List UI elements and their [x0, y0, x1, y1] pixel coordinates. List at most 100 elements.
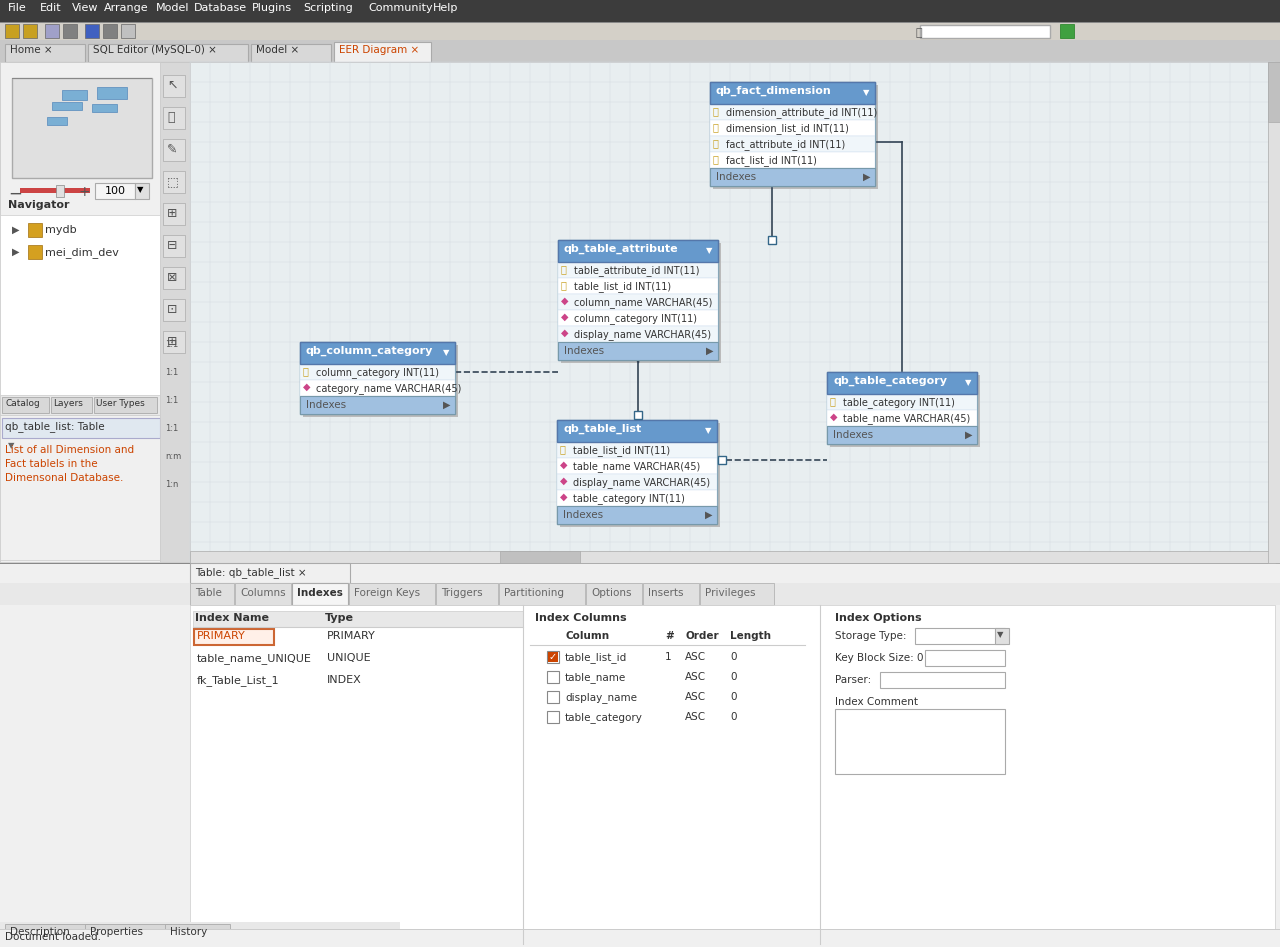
Bar [561, 243, 721, 363]
Text: 🔑: 🔑 [713, 122, 719, 132]
Bar [0, 415, 160, 560]
Text: 1:1: 1:1 [165, 368, 178, 377]
Bar [500, 551, 580, 563]
Bar [557, 506, 717, 524]
Text: column_category INT(11): column_category INT(11) [573, 313, 698, 324]
Bar [915, 628, 1005, 644]
Bar [5, 924, 99, 942]
Text: 🔑: 🔑 [713, 106, 719, 116]
Bar [634, 411, 643, 419]
Text: 🔑: 🔑 [713, 154, 719, 164]
Bar [827, 372, 977, 444]
Text: ▼: ▼ [997, 630, 1004, 639]
Text: table_list_id: table_list_id [564, 652, 627, 663]
Text: Navigator: Navigator [8, 200, 69, 210]
Bar [189, 605, 1275, 944]
Text: ⬚: ⬚ [166, 175, 179, 188]
Text: 0: 0 [730, 672, 736, 682]
Bar [0, 922, 399, 944]
Bar [163, 331, 186, 353]
Text: ▶: ▶ [12, 225, 19, 235]
Bar [827, 410, 977, 426]
Bar [334, 42, 431, 62]
Bar [12, 78, 152, 178]
Bar [436, 583, 498, 605]
Text: qb_column_category: qb_column_category [306, 346, 434, 356]
Bar [643, 583, 699, 605]
Bar [558, 240, 718, 360]
Bar [558, 278, 718, 294]
Text: Table: Table [195, 588, 221, 598]
Bar [710, 82, 876, 186]
Bar [56, 185, 64, 197]
Bar [557, 420, 717, 442]
Bar [163, 75, 186, 97]
Bar [710, 104, 876, 120]
Bar [710, 152, 876, 168]
Text: dimension_list_id INT(11): dimension_list_id INT(11) [726, 123, 849, 134]
Text: Columns: Columns [241, 588, 285, 598]
Bar [45, 24, 59, 38]
Text: 0: 0 [730, 652, 736, 662]
Text: EER Diagram ×: EER Diagram × [339, 45, 420, 55]
Bar [557, 490, 717, 506]
Text: Dimensonal Database.: Dimensonal Database. [5, 473, 123, 483]
Text: ▶: ▶ [12, 247, 19, 257]
Text: Home ×: Home × [10, 45, 52, 55]
Text: table_name_UNIQUE: table_name_UNIQUE [197, 653, 312, 664]
Text: table_attribute_id INT(11): table_attribute_id INT(11) [573, 265, 699, 276]
Text: 100: 100 [105, 186, 125, 196]
Text: 0: 0 [730, 712, 736, 722]
Bar [557, 474, 717, 490]
Bar [97, 87, 127, 99]
Text: table_list_id INT(11): table_list_id INT(11) [573, 445, 671, 456]
Text: PRIMARY: PRIMARY [197, 631, 246, 641]
Text: Index Comment: Index Comment [835, 697, 918, 707]
Text: Document loaded.: Document loaded. [5, 932, 101, 942]
Text: File: File [8, 3, 27, 13]
Bar [827, 372, 977, 394]
Text: ▶: ▶ [443, 400, 451, 410]
Bar [300, 396, 454, 414]
Text: category_name VARCHAR(45): category_name VARCHAR(45) [316, 383, 461, 394]
Text: ASC: ASC [685, 652, 707, 662]
Text: 1:n: 1:n [165, 480, 178, 489]
Text: ◆: ◆ [561, 328, 568, 338]
Text: ▶: ▶ [863, 172, 870, 182]
Bar [586, 583, 643, 605]
Bar [163, 299, 186, 321]
Text: ASC: ASC [685, 692, 707, 702]
Text: table_category: table_category [564, 712, 643, 723]
Text: Indexes: Indexes [297, 588, 343, 598]
Text: Parser:: Parser: [835, 675, 872, 685]
Bar [557, 442, 717, 458]
Text: 1:1: 1:1 [165, 340, 178, 349]
Bar [710, 136, 876, 152]
Text: Privileges: Privileges [705, 588, 755, 598]
Text: ✎: ✎ [166, 143, 178, 156]
Text: Index Columns: Index Columns [535, 613, 627, 623]
Bar [193, 611, 524, 627]
Bar [1268, 62, 1280, 122]
Text: +: + [78, 185, 90, 199]
Text: Layers: Layers [54, 399, 83, 408]
Bar [189, 551, 1275, 563]
Text: fk_Table_List_1: fk_Table_List_1 [197, 675, 279, 686]
Bar [3, 418, 160, 438]
Bar [163, 107, 186, 129]
Bar [557, 420, 717, 524]
Bar [0, 22, 1280, 40]
Bar [0, 62, 160, 562]
Bar [300, 364, 454, 380]
Text: Indexes: Indexes [716, 172, 756, 182]
Bar [20, 188, 90, 193]
Text: Indexes: Indexes [306, 400, 346, 410]
Bar [710, 120, 876, 136]
Bar [558, 294, 718, 310]
Text: INDEX: INDEX [326, 675, 362, 685]
Text: table_category INT(11): table_category INT(11) [573, 493, 685, 504]
Text: Database: Database [195, 3, 247, 13]
Bar [0, 929, 1280, 930]
Text: 🔑: 🔑 [561, 264, 567, 274]
Text: ◆: ◆ [561, 296, 568, 306]
